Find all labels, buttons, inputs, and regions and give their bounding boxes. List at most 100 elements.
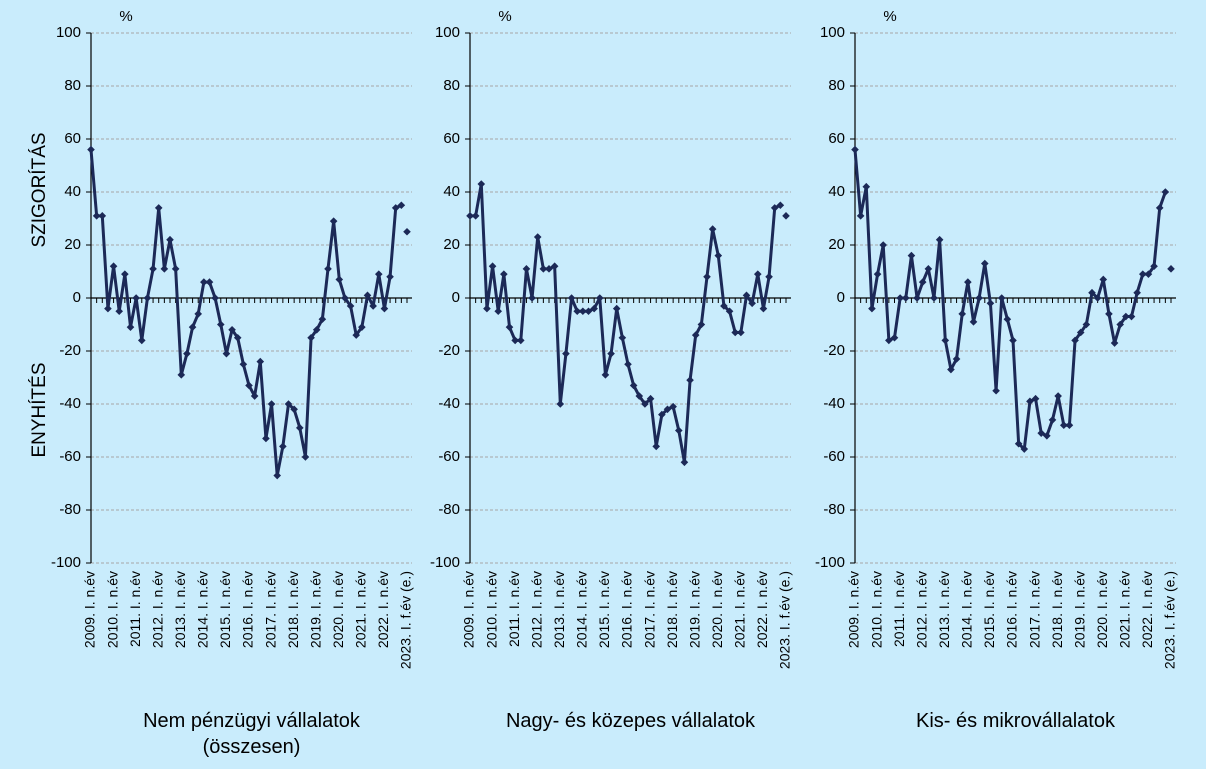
x-tick-label: 2023. I. f.év (e.)	[398, 571, 414, 669]
x-tick-label: 2016. I. n.év	[619, 571, 635, 648]
data-point	[952, 355, 961, 363]
data-point	[312, 326, 321, 334]
x-tick-label: 2017. I. n.év	[1026, 571, 1042, 648]
data-point	[930, 294, 938, 302]
data-point	[595, 294, 604, 302]
data-point	[477, 180, 486, 188]
data-point	[986, 299, 995, 308]
data-point	[1116, 320, 1125, 329]
x-tick-label: 2009. I. n.év	[461, 571, 477, 648]
data-point	[635, 392, 644, 400]
data-point	[239, 360, 248, 369]
data-point	[171, 265, 180, 273]
data-point	[935, 235, 944, 244]
data-point	[188, 323, 197, 331]
data-point	[652, 442, 661, 451]
data-point	[674, 426, 683, 435]
data-point	[1076, 328, 1085, 337]
data-point	[1014, 439, 1023, 448]
data-point	[862, 182, 871, 191]
x-tick-label: 2022. I. n.év	[375, 571, 391, 648]
data-point	[284, 400, 293, 408]
data-point	[494, 307, 503, 316]
data-point	[279, 442, 287, 451]
data-point	[1031, 394, 1040, 403]
x-tick-label: 2023. I. f.év (e.)	[777, 571, 793, 669]
y-tick-label: 100	[435, 24, 460, 41]
data-point	[358, 323, 366, 331]
data-point	[885, 336, 893, 345]
data-point	[1122, 312, 1130, 321]
data-point	[539, 265, 548, 273]
y-tick-label: 80	[64, 77, 81, 94]
x-tick-label: 2021. I. n.év	[732, 571, 748, 648]
y-tick-label: 80	[828, 77, 845, 94]
data-point	[669, 402, 677, 411]
x-tick-label: 2017. I. n.év	[262, 571, 278, 648]
data-point	[267, 400, 276, 408]
y-tick-label: -20	[59, 342, 81, 359]
data-point	[200, 278, 208, 286]
data-point	[663, 405, 672, 414]
data-point	[295, 424, 304, 432]
data-point	[879, 241, 888, 249]
data-point	[505, 323, 514, 331]
data-point	[211, 294, 219, 302]
x-tick-label: 2019. I. n.év	[1071, 571, 1087, 648]
data-point	[121, 270, 129, 278]
data-point	[386, 273, 394, 281]
data-point	[1150, 262, 1158, 270]
data-point	[629, 381, 638, 390]
y-tick-label: 40	[828, 183, 845, 200]
data-point	[205, 278, 214, 286]
data-point	[556, 400, 565, 408]
data-point	[584, 307, 593, 316]
y-tick-label: 100	[56, 24, 81, 41]
y-tick-label: -80	[823, 501, 845, 518]
data-point	[1099, 275, 1108, 284]
data-point	[177, 371, 186, 379]
data-point	[545, 265, 553, 273]
data-point	[500, 270, 508, 278]
x-tick-label: 2013. I. n.év	[172, 571, 188, 648]
data-point	[335, 275, 344, 284]
data-point	[1167, 265, 1175, 273]
data-point	[1065, 421, 1074, 429]
data-point	[346, 302, 355, 310]
x-tick-label: 2020. I. n.év	[709, 571, 725, 648]
data-point	[1088, 288, 1096, 297]
data-point	[901, 294, 910, 302]
data-point	[765, 273, 773, 281]
data-point	[714, 251, 723, 260]
data-point	[913, 294, 921, 302]
x-tick-label: 2018. I. n.év	[285, 571, 301, 648]
x-tick-label: 2017. I. n.év	[641, 571, 657, 648]
data-point	[341, 294, 349, 302]
data-point	[742, 291, 751, 300]
data-point	[301, 453, 310, 461]
data-point	[958, 310, 967, 318]
x-tick-label: 2019. I. n.év	[686, 571, 702, 648]
data-point	[403, 227, 411, 236]
x-tick-label: 2013. I. n.év	[551, 571, 567, 648]
data-point	[947, 365, 955, 374]
data-point	[579, 307, 587, 316]
data-point	[737, 328, 745, 337]
data-point	[1161, 188, 1170, 196]
data-point	[115, 307, 124, 316]
data-point	[1155, 204, 1164, 212]
data-point	[1020, 445, 1029, 453]
data-point	[250, 392, 259, 400]
y-tick-label: 60	[443, 130, 460, 147]
data-point	[369, 302, 377, 310]
y-tick-label: 0	[73, 289, 81, 306]
y-tick-label: 20	[64, 236, 81, 253]
data-point	[363, 291, 372, 300]
x-tick-label: 2014. I. n.év	[574, 571, 590, 648]
x-tick-label: 2010. I. n.év	[104, 571, 120, 648]
series-line	[470, 182, 781, 464]
data-point	[143, 294, 152, 302]
data-point	[1133, 288, 1141, 297]
series-line	[89, 149, 402, 478]
data-point	[397, 201, 406, 210]
